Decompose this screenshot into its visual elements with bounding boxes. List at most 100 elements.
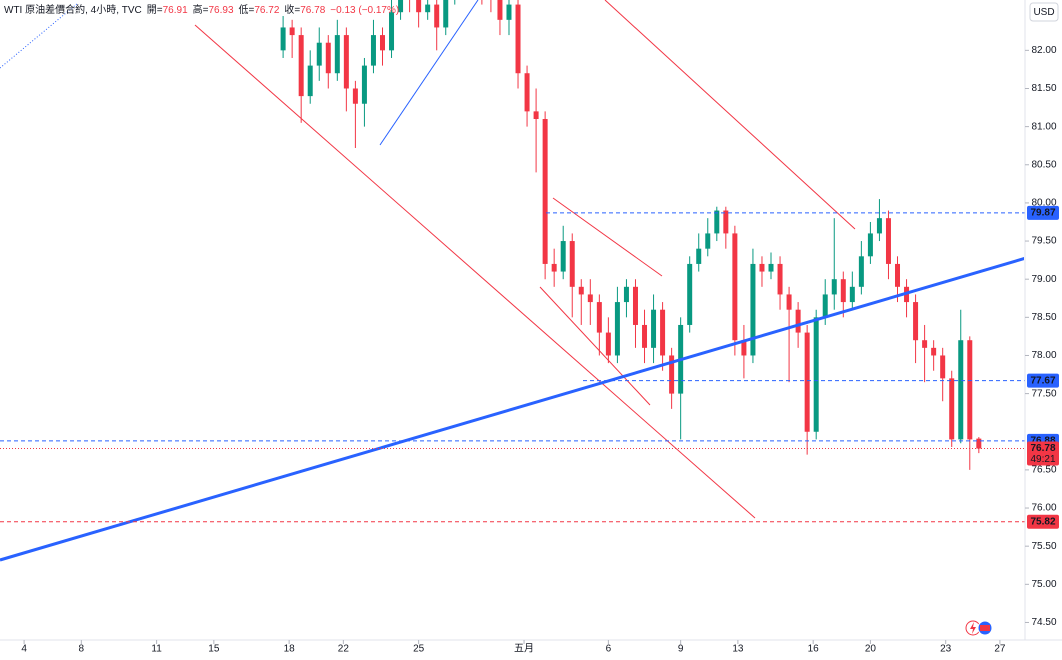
currency-button[interactable]	[1029, 2, 1059, 22]
candle-body	[958, 340, 964, 440]
candle-body	[922, 340, 928, 348]
candle-body	[949, 378, 955, 440]
candle-body	[741, 340, 747, 356]
candle-body	[425, 4, 431, 13]
candle-body	[398, 0, 404, 13]
candle-body	[578, 286, 584, 295]
candle-body	[623, 286, 629, 303]
y-tick-label: 82.00	[1031, 45, 1056, 56]
candle-body	[822, 294, 828, 318]
candle-body	[632, 286, 638, 325]
candle-body	[497, 0, 503, 20]
candle-body	[867, 233, 873, 257]
candle-body	[515, 4, 521, 74]
header-change: −0.13 (−0.17%)	[330, 5, 399, 16]
x-tick-label: 22	[338, 644, 350, 655]
channel-line	[552, 197, 663, 277]
candle-body	[569, 241, 575, 287]
channel-line	[194, 24, 756, 519]
x-tick-label: 15	[208, 644, 220, 655]
candle-body	[560, 241, 566, 272]
candle-body	[660, 309, 666, 356]
candle-body	[605, 332, 611, 356]
candle-body	[551, 263, 557, 272]
candle-body	[750, 263, 756, 356]
candle-body	[506, 4, 512, 20]
candle-body	[434, 4, 440, 28]
candle-body	[804, 332, 810, 432]
price-label-box	[1027, 441, 1059, 466]
drawings	[0, 0, 856, 519]
x-tick-label: 25	[413, 644, 425, 655]
y-tick-label: 77.50	[1031, 388, 1056, 399]
channel-line	[539, 286, 651, 406]
axes: 74.50 75.00 75.50 76.00 76.50 77.50 78.00 78.50…	[21, 45, 1057, 655]
candle-body	[334, 35, 340, 74]
candle-body	[885, 218, 891, 264]
y-tick-label: 75.00	[1031, 579, 1056, 590]
candle-body	[858, 256, 864, 287]
currency-label[interactable]: USD	[1033, 7, 1054, 18]
candle-body	[280, 27, 286, 51]
channel-line	[604, 0, 856, 230]
candle-body	[533, 111, 539, 119]
price-label-box	[1027, 373, 1059, 388]
price-label: 79.87	[1030, 207, 1055, 218]
candle-body	[840, 279, 846, 303]
candle-body	[876, 218, 882, 234]
header-field-label: 開=	[147, 4, 163, 16]
candle-body	[940, 355, 946, 379]
candle-body	[976, 438, 982, 449]
price-label-box	[1027, 514, 1059, 529]
x-tick-label: 11	[151, 644, 162, 655]
legend-header: WTI 原油差價合約, 4小時, TVC 開=76.91 高=76.93 低= 76.7…	[4, 3, 399, 16]
candle-body	[696, 248, 702, 264]
x-tick-label: 13	[732, 644, 744, 655]
header-text: WTI 原油差價合約, 4小時, TVC	[4, 3, 142, 16]
x-tick-label: 20	[865, 644, 877, 655]
x-tick-label: 23	[940, 644, 952, 655]
candle-body	[895, 263, 901, 287]
header-field-value: 76.91	[163, 5, 188, 16]
candle-body	[777, 263, 783, 295]
x-tick-label: 9	[678, 644, 684, 655]
header-field-value: 76.78	[300, 5, 325, 16]
candle-body	[687, 263, 693, 325]
header-field-value: 76.93	[209, 5, 234, 16]
candle-body	[759, 263, 765, 272]
candle-body	[352, 88, 358, 104]
candle-body	[614, 302, 620, 356]
x-tick-label: 4	[21, 644, 27, 655]
candle-body	[316, 42, 322, 66]
candle-body	[443, 0, 449, 28]
y-tick-label: 78.00	[1031, 350, 1056, 361]
candle-body	[389, 12, 395, 51]
candle-body	[298, 35, 304, 97]
y-tick-label: 76.50	[1031, 465, 1056, 476]
y-tick-label: 76.00	[1031, 503, 1056, 514]
candle-body	[913, 302, 919, 341]
header-field-label: 高=	[193, 3, 209, 16]
candle-body	[723, 210, 729, 234]
price-label: 75.82	[1030, 516, 1055, 527]
x-tick-label: 27	[994, 644, 1006, 655]
price-label: 76.78	[1030, 443, 1055, 454]
header-field-label: 收=	[284, 3, 300, 16]
trend-line	[379, 0, 479, 146]
candle-body	[542, 118, 548, 264]
y-tick-label: 79.00	[1031, 274, 1056, 285]
candle-body	[813, 317, 819, 432]
candle-body	[849, 286, 855, 303]
y-tick-label: 79.50	[1031, 236, 1056, 247]
candles	[280, 0, 982, 470]
y-tick-label: 80.50	[1031, 159, 1056, 170]
y-tick-label: 78.50	[1031, 312, 1056, 323]
flag-icon-stripe	[980, 625, 990, 631]
header-field-label: 低=	[239, 3, 255, 16]
candle-body	[361, 65, 367, 104]
y-tick-label: 80.00	[1031, 198, 1056, 209]
countdown-label: 49:21	[1030, 454, 1055, 465]
x-tick-label: 五月	[514, 643, 534, 655]
